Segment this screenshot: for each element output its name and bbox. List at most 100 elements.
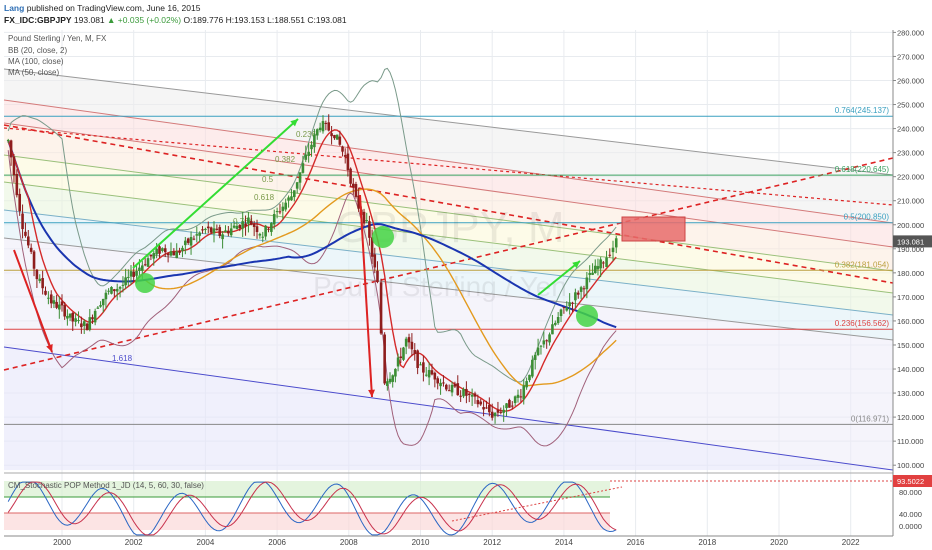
osc-oversold-zone xyxy=(4,513,610,530)
channel-band xyxy=(4,210,893,340)
candle-body xyxy=(614,238,618,248)
candle-body xyxy=(247,217,250,224)
candle-body xyxy=(209,227,213,233)
candle-body xyxy=(104,292,108,300)
candle-body xyxy=(407,337,411,343)
candle-body xyxy=(304,154,308,160)
candle-body xyxy=(510,405,514,407)
candle-body xyxy=(399,356,403,358)
candle-body xyxy=(505,403,508,409)
candle-body xyxy=(396,357,400,367)
osc-value-label: 93.5022 xyxy=(897,477,924,486)
channel-band xyxy=(4,69,893,223)
candle-body xyxy=(149,254,153,257)
time-tick-label: 2010 xyxy=(412,538,430,547)
oscillator-label[interactable]: CM_Stochastic POP Method 1_JD (14, 5, 60… xyxy=(8,481,204,490)
candle-body xyxy=(96,307,100,309)
last-price-label: 193.081 xyxy=(897,237,924,246)
channel-band xyxy=(4,155,893,293)
candle-body xyxy=(315,129,319,136)
candle-body xyxy=(129,271,133,277)
candle-body xyxy=(178,251,181,253)
candle-body xyxy=(195,234,199,236)
candle-body xyxy=(439,382,442,387)
candle-body xyxy=(267,228,270,230)
candle-body xyxy=(127,276,130,278)
time-tick-label: 2006 xyxy=(268,538,286,547)
candle-body xyxy=(192,238,196,240)
candle-body xyxy=(404,338,408,347)
channel-level-label: 0.5 xyxy=(262,175,274,184)
candle-body xyxy=(394,368,397,377)
candle-body xyxy=(588,272,592,275)
price-tick-label: 200.000 xyxy=(897,221,924,230)
candle-body xyxy=(528,374,531,381)
candle-body xyxy=(27,236,30,246)
candle-body xyxy=(93,310,97,323)
price-tick-label: 150.000 xyxy=(897,341,924,350)
candle-body xyxy=(553,322,557,325)
channel-line xyxy=(3,99,894,224)
legend-bb[interactable]: BB (20, close, 2) xyxy=(8,46,68,55)
candle-body xyxy=(479,401,483,405)
candle-body xyxy=(244,223,247,227)
candle-body xyxy=(66,315,69,319)
candle-body xyxy=(71,312,75,322)
candle-body xyxy=(158,246,161,254)
candle-body xyxy=(545,340,548,342)
candle-body xyxy=(416,350,419,369)
candle-body xyxy=(542,340,546,345)
candle-body xyxy=(29,247,33,252)
candle-body xyxy=(611,247,615,253)
time-tick-label: 2018 xyxy=(698,538,716,547)
candle-body xyxy=(473,393,477,397)
legend-ma50[interactable]: MA (50, close) xyxy=(8,68,60,77)
candle-body xyxy=(556,317,560,324)
price-tick-label: 120.000 xyxy=(897,413,924,422)
price-tick-label: 210.000 xyxy=(897,197,924,206)
channel-level-label: 1.618 xyxy=(112,354,133,363)
candle-body xyxy=(175,251,179,258)
candle-body xyxy=(21,213,24,230)
candle-body xyxy=(427,370,431,378)
channel-band xyxy=(4,182,893,315)
candle-body xyxy=(110,286,113,294)
candle-body xyxy=(493,412,497,417)
candle-body xyxy=(184,240,187,246)
candle-body xyxy=(508,399,511,408)
candle-body xyxy=(436,378,440,384)
time-tick-label: 2000 xyxy=(53,538,71,547)
fib-channel-bands xyxy=(4,69,893,470)
candle-body xyxy=(204,228,207,231)
price-tick-label: 220.000 xyxy=(897,173,924,182)
candle-body xyxy=(201,229,204,231)
candle-body xyxy=(124,277,127,286)
author-link[interactable]: Lang xyxy=(4,3,25,13)
candle-body xyxy=(47,297,50,299)
candle-body xyxy=(229,228,233,236)
fib-level-label: 0.5(200.850) xyxy=(844,213,890,222)
legend-ma100[interactable]: MA (100, close) xyxy=(8,57,64,66)
candle-body xyxy=(189,237,193,246)
candle-body xyxy=(85,323,89,331)
candle-body xyxy=(602,262,605,264)
candle-body xyxy=(419,364,422,366)
candle-body xyxy=(310,144,313,150)
candle-body xyxy=(313,134,316,148)
bollinger-lower xyxy=(7,150,617,447)
candle-body xyxy=(143,264,147,266)
candlesticks xyxy=(6,114,618,424)
candle-body xyxy=(383,334,386,384)
candle-body xyxy=(330,133,333,137)
candle-body xyxy=(161,248,164,251)
candle-body xyxy=(568,302,571,307)
candle-body xyxy=(6,140,10,142)
green-marker xyxy=(372,226,394,248)
chart-title[interactable]: Pound Sterling / Yen, M, FX xyxy=(8,34,107,43)
candle-body xyxy=(413,350,417,354)
candle-body xyxy=(343,155,347,157)
candle-body xyxy=(346,153,350,171)
candle-body xyxy=(565,307,569,311)
